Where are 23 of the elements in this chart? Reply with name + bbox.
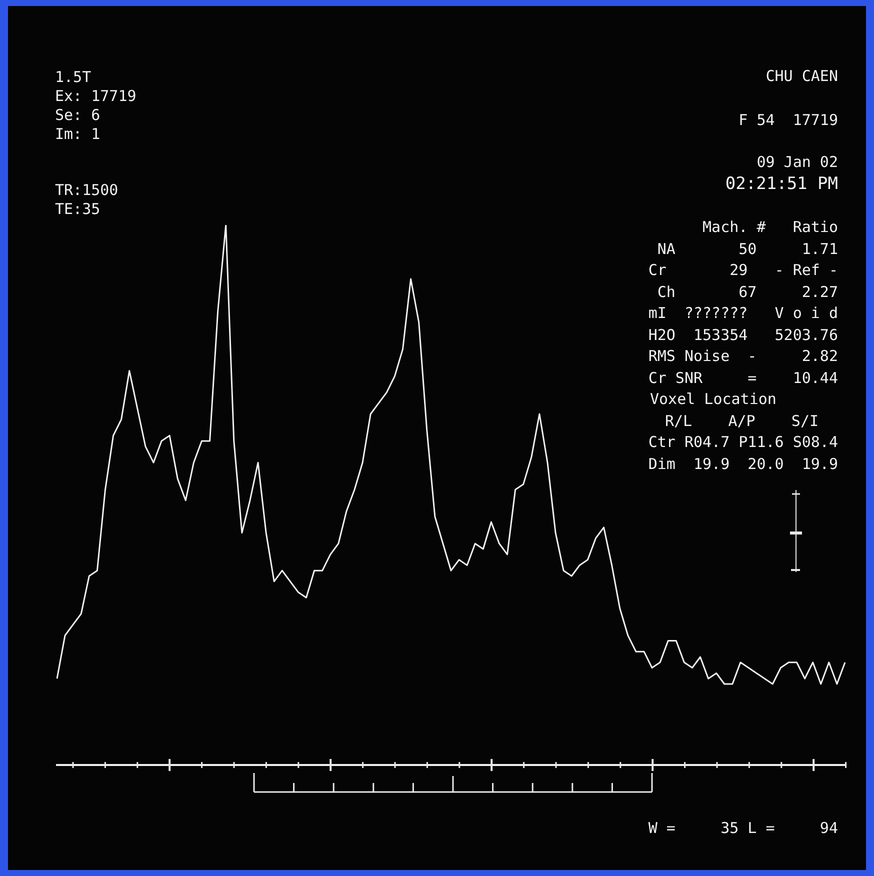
annotation: Voxel Location: [650, 390, 776, 408]
text: Im: 1: [55, 125, 100, 143]
text: Se: 6: [55, 106, 100, 124]
text: F 54 17719: [738, 111, 838, 129]
annotation: RMS Noise - 2.82: [648, 347, 838, 365]
annotation: Dim 19.9 20.0 19.9: [648, 454, 838, 472]
text: Ex: 17719: [55, 87, 136, 105]
annotation: Cr SNR = 10.44: [648, 368, 838, 386]
text: TR:1500: [55, 181, 118, 199]
annotation: NA 50 1.71: [657, 240, 838, 258]
annotation: Ch 67 2.27: [657, 282, 838, 300]
annotation: H2O 153354 5203.76: [648, 326, 838, 344]
annotation: Cr 29 - Ref -: [648, 261, 838, 279]
annotation: Mach. # Ratio: [702, 218, 838, 236]
text: CHU CAEN: [766, 67, 838, 85]
text: 02:21:51 PM: [725, 174, 838, 194]
annotation: Ctr R04.7 P11.6 S08.4: [648, 433, 838, 451]
text: W = 35 L = 94: [648, 819, 838, 837]
annotation: R/L A/P S/I: [665, 412, 819, 430]
text: TE:35: [55, 200, 100, 218]
annotation: mI ??????? V o i d: [648, 304, 838, 322]
text: 09 Jan 02: [756, 153, 838, 171]
text: 1.5T: [55, 68, 92, 86]
